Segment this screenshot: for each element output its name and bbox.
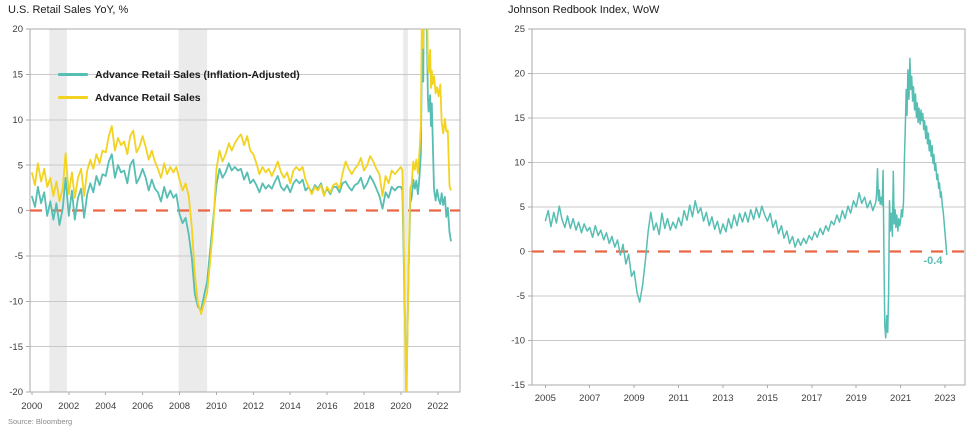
svg-text:-10: -10 xyxy=(9,296,23,307)
svg-text:15: 15 xyxy=(514,113,525,124)
legend-item-nominal: Advance Retail Sales xyxy=(58,86,300,109)
svg-text:10: 10 xyxy=(514,158,525,169)
svg-text:25: 25 xyxy=(514,24,525,35)
series-line xyxy=(544,57,948,339)
svg-text:-20: -20 xyxy=(9,387,23,398)
svg-text:10: 10 xyxy=(12,115,23,126)
x-axis: 2005 2007 2009 2011 2013 2015 2017 2019 2021 2023 xyxy=(535,385,956,404)
left-chart-legend: Advance Retail Sales (Inflation-Adjusted… xyxy=(58,63,300,109)
series-group xyxy=(544,57,948,339)
source-note: Source: Bloomberg xyxy=(8,417,73,426)
series-group xyxy=(30,29,452,392)
svg-text:5: 5 xyxy=(18,160,23,171)
yellow-line-swatch-icon xyxy=(58,96,88,99)
y-axis: 20 15 10 5 0 -5 -10 -15 -20 xyxy=(9,24,30,398)
legend-label-inflation-adjusted: Advance Retail Sales (Inflation-Adjusted… xyxy=(95,68,300,81)
svg-text:2009: 2009 xyxy=(624,393,645,404)
svg-text:15: 15 xyxy=(12,70,23,81)
svg-text:5: 5 xyxy=(520,202,525,213)
svg-text:2017: 2017 xyxy=(801,393,822,404)
svg-text:2014: 2014 xyxy=(280,401,301,412)
svg-text:2023: 2023 xyxy=(934,393,955,404)
legend-item-inflation-adjusted: Advance Retail Sales (Inflation-Adjusted… xyxy=(58,63,300,86)
svg-text:0: 0 xyxy=(18,206,23,217)
legend-label-nominal: Advance Retail Sales xyxy=(95,91,201,104)
svg-text:20: 20 xyxy=(12,24,23,35)
svg-text:2002: 2002 xyxy=(58,401,79,412)
svg-text:2004: 2004 xyxy=(95,401,116,412)
left-chart-title: U.S. Retail Sales YoY, % xyxy=(8,4,129,16)
x-axis: 2000 2002 2004 2006 2008 2010 2012 2014 2016 2018… xyxy=(21,392,448,412)
svg-text:-15: -15 xyxy=(9,342,23,353)
svg-text:2013: 2013 xyxy=(712,393,733,404)
svg-text:2000: 2000 xyxy=(21,401,42,412)
series-line xyxy=(30,29,452,392)
svg-text:20: 20 xyxy=(514,69,525,80)
svg-text:2015: 2015 xyxy=(757,393,778,404)
gridlines xyxy=(532,28,965,386)
teal-line-swatch-icon xyxy=(58,73,88,76)
svg-text:2008: 2008 xyxy=(169,401,190,412)
y-axis: 25 20 15 10 5 0 -5 -10 -15 xyxy=(511,24,532,391)
svg-text:2016: 2016 xyxy=(317,401,338,412)
svg-text:2022: 2022 xyxy=(427,401,448,412)
svg-text:2012: 2012 xyxy=(243,401,264,412)
svg-text:-5: -5 xyxy=(517,291,525,302)
svg-text:2010: 2010 xyxy=(206,401,227,412)
svg-text:2011: 2011 xyxy=(668,393,688,404)
svg-text:2020: 2020 xyxy=(390,401,411,412)
svg-text:2005: 2005 xyxy=(535,393,556,404)
svg-text:2021: 2021 xyxy=(890,393,911,404)
last-value-annotation: -0.4 xyxy=(923,255,943,267)
svg-text:2006: 2006 xyxy=(132,401,153,412)
series-line xyxy=(30,29,452,392)
svg-text:2018: 2018 xyxy=(353,401,374,412)
svg-text:0: 0 xyxy=(520,247,525,258)
svg-text:-5: -5 xyxy=(15,251,23,262)
svg-text:-10: -10 xyxy=(511,336,525,347)
svg-text:2019: 2019 xyxy=(846,393,867,404)
svg-text:-15: -15 xyxy=(511,380,525,391)
right-chart-title: Johnson Redbook Index, WoW xyxy=(508,4,660,16)
svg-text:2007: 2007 xyxy=(579,393,600,404)
